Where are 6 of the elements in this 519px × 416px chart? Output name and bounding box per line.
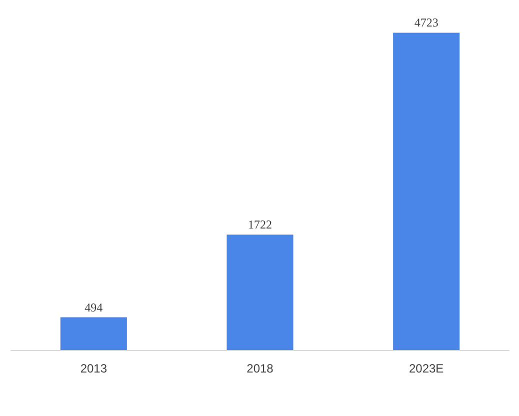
x-tick-label: 2023E	[408, 362, 444, 376]
x-tick-label: 2013	[80, 362, 108, 376]
data-label: 494	[84, 300, 103, 314]
x-tick-label: 2018	[246, 362, 274, 376]
data-label: 1722	[248, 218, 272, 232]
data-label: 4723	[414, 16, 438, 30]
